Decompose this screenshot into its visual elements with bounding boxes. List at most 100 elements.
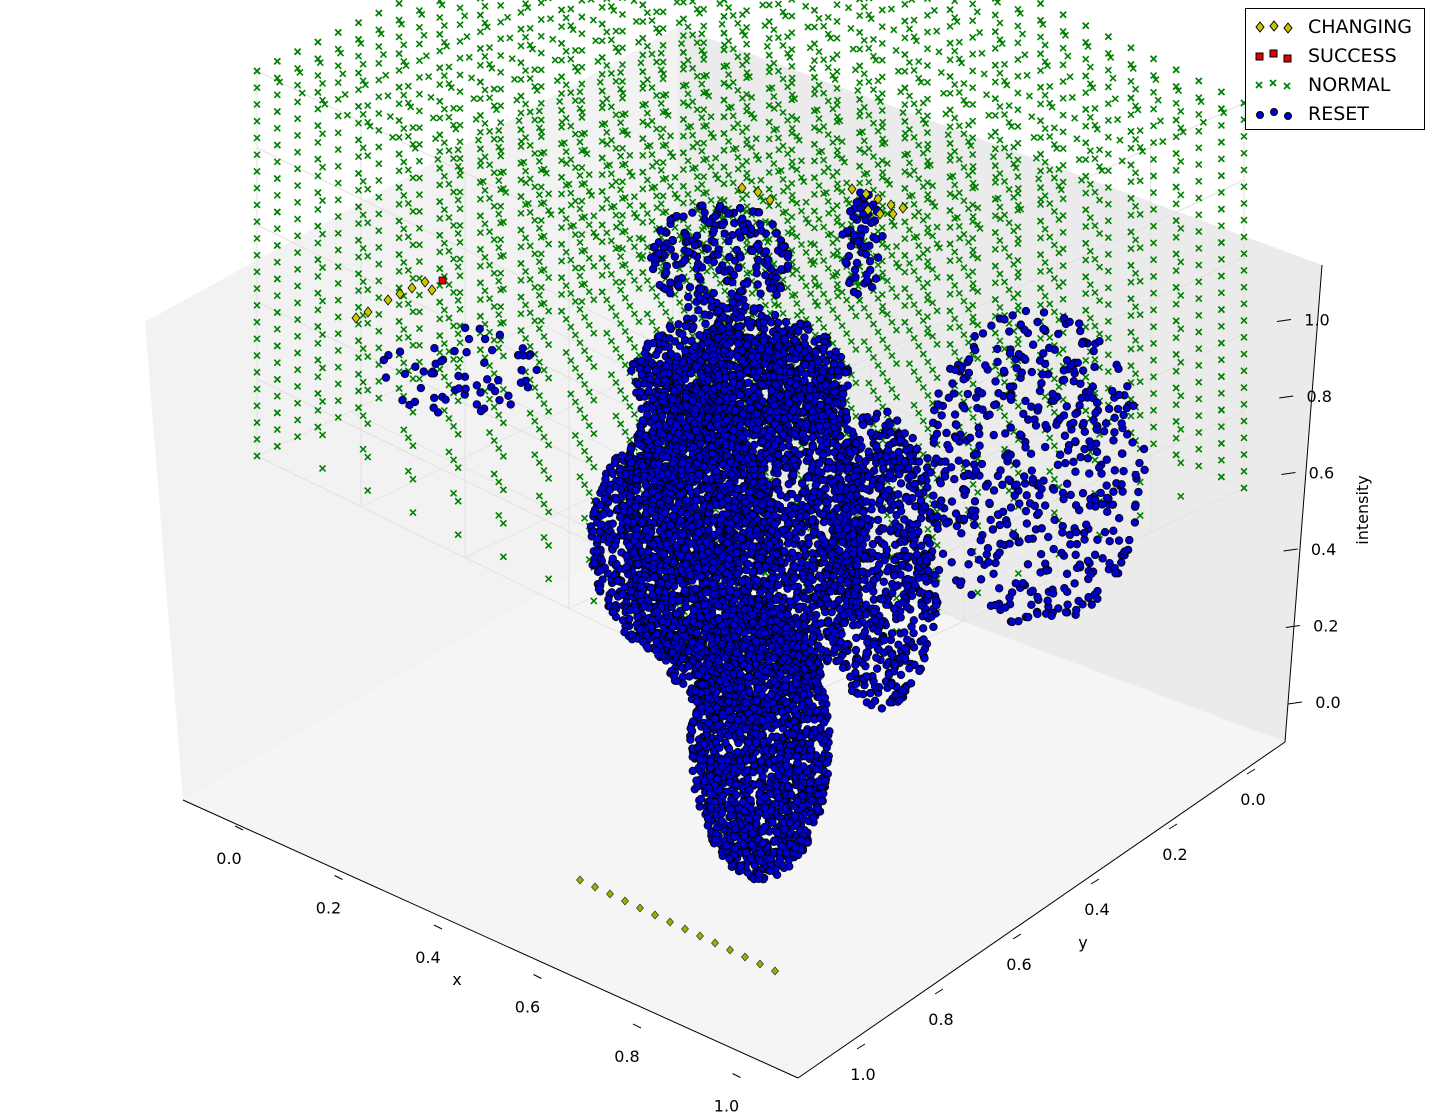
normal-point <box>404 333 412 341</box>
normal-point <box>635 38 643 46</box>
normal-point <box>364 118 372 126</box>
normal-point <box>334 112 342 120</box>
normal-point <box>806 44 814 52</box>
normal-point <box>415 23 424 31</box>
normal-point <box>485 60 494 68</box>
normal-point <box>359 278 367 286</box>
normal-point <box>1149 172 1158 180</box>
normal-point <box>395 50 403 58</box>
normal-point <box>759 1 767 9</box>
normal-point <box>973 8 981 16</box>
normal-point <box>526 275 534 283</box>
gridline <box>256 233 725 457</box>
normal-point <box>648 50 656 58</box>
normal-point <box>991 111 999 120</box>
normal-point <box>639 17 647 26</box>
normal-point <box>675 19 683 27</box>
normal-point <box>1136 126 1144 135</box>
normal-point <box>969 84 977 92</box>
normal-point <box>359 244 367 252</box>
normal-point <box>334 162 342 170</box>
normal-point <box>991 78 999 86</box>
normal-point <box>476 111 484 120</box>
normal-point <box>440 206 448 214</box>
normal-point <box>648 217 656 226</box>
normal-point <box>567 22 575 30</box>
normal-point <box>955 38 963 46</box>
normal-point <box>481 119 489 127</box>
normal-point <box>607 103 615 111</box>
normal-point <box>400 41 408 49</box>
normal-point <box>1000 110 1009 119</box>
normal-point <box>314 88 322 96</box>
normal-point <box>485 261 494 269</box>
normal-point <box>833 34 841 42</box>
normal-point <box>1131 135 1140 143</box>
normal-point <box>318 96 327 104</box>
normal-point <box>955 122 963 130</box>
normal-point <box>1041 91 1049 99</box>
normal-point <box>643 209 651 218</box>
z-tick <box>1279 395 1294 399</box>
normal-point <box>364 453 372 461</box>
normal-point <box>894 67 902 75</box>
normal-point <box>382 71 390 79</box>
normal-point <box>440 21 448 30</box>
normal-point <box>1127 111 1135 119</box>
normal-point <box>404 99 412 107</box>
normal-point <box>463 32 471 41</box>
normal-point <box>375 42 383 51</box>
normal-point <box>526 108 534 116</box>
normal-point <box>1104 150 1112 158</box>
normal-point <box>445 80 453 88</box>
normal-point <box>364 219 372 227</box>
normal-point <box>273 91 281 99</box>
normal-point <box>404 434 412 442</box>
normal-point <box>1217 121 1225 130</box>
normal-point <box>1172 166 1180 174</box>
normal-point <box>490 85 498 93</box>
normal-point <box>364 101 372 110</box>
normal-point <box>567 122 575 130</box>
normal-point <box>1172 66 1180 74</box>
normal-point <box>549 35 557 43</box>
normal-point <box>400 57 408 66</box>
normal-point <box>1095 146 1104 154</box>
normal-point <box>481 287 489 295</box>
normal-point <box>718 20 726 28</box>
normal-point <box>923 61 932 70</box>
normal-point <box>395 33 403 41</box>
normal-point <box>734 19 742 27</box>
normal-point <box>364 185 372 193</box>
normal-point <box>761 22 769 30</box>
normal-point <box>449 104 458 112</box>
normal-point <box>481 186 489 194</box>
normal-point <box>648 83 656 92</box>
normal-point <box>607 69 615 77</box>
normal-point <box>951 0 959 5</box>
normal-point <box>905 58 914 67</box>
normal-point <box>314 189 322 197</box>
normal-point <box>815 14 823 22</box>
normal-point <box>359 412 367 420</box>
normal-point <box>1030 133 1038 142</box>
normal-point <box>404 300 412 308</box>
normal-point <box>1217 138 1225 146</box>
normal-point <box>562 248 570 256</box>
normal-point <box>940 89 948 97</box>
normal-point <box>774 33 783 42</box>
normal-point <box>1086 63 1094 71</box>
normal-point <box>318 163 327 171</box>
normal-point <box>933 27 941 35</box>
normal-point <box>456 37 464 46</box>
normal-point <box>557 73 566 81</box>
normal-point <box>567 189 575 197</box>
x-tick <box>732 1073 741 1078</box>
normal-point <box>343 111 352 119</box>
normal-point <box>567 89 575 97</box>
normal-point <box>485 44 494 52</box>
normal-point <box>643 310 651 318</box>
normal-point <box>526 309 534 317</box>
normal-point <box>526 24 534 32</box>
normal-point <box>788 0 796 3</box>
